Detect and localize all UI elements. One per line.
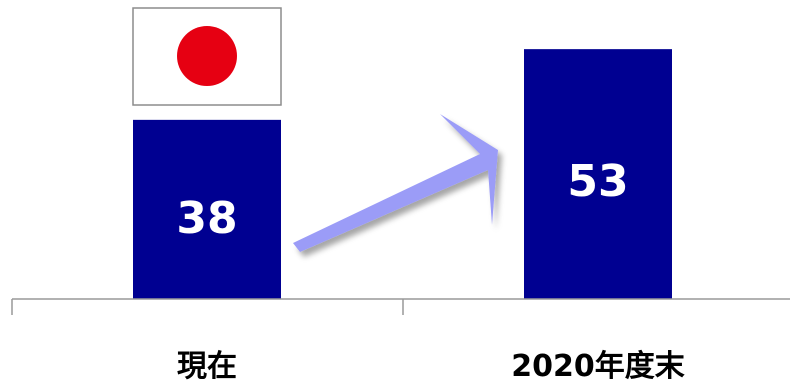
category-label-0: 現在 bbox=[177, 349, 237, 384]
category-label-1: 2020年度末 bbox=[511, 349, 685, 384]
bar-1 bbox=[524, 49, 672, 300]
flag-disc bbox=[177, 26, 237, 86]
increase-arrow-icon bbox=[293, 114, 498, 252]
bars-group bbox=[133, 49, 672, 300]
x-axis bbox=[11, 298, 790, 315]
japan-flag-icon bbox=[132, 7, 282, 106]
data-label-0: 38 bbox=[176, 193, 237, 244]
data-label-1: 53 bbox=[567, 156, 628, 207]
bar-0 bbox=[133, 119, 281, 299]
